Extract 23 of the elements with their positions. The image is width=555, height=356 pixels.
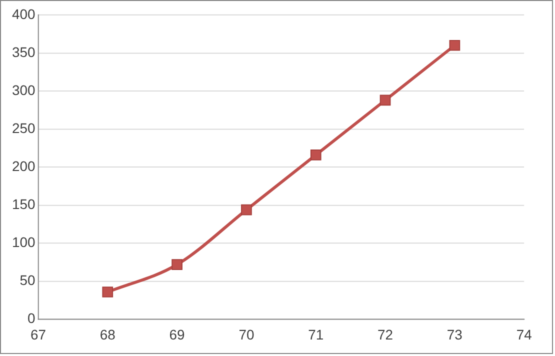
y-tick-label: 100 (12, 234, 36, 250)
x-tick-label: 73 (446, 326, 463, 343)
x-tick-label: 69 (169, 326, 186, 343)
point (172, 259, 182, 270)
point (102, 286, 114, 298)
y-tick-label: 400 (12, 6, 36, 22)
y-tick-label: 50 (20, 272, 36, 288)
x-tick-label: 71 (308, 326, 324, 343)
x-tick-label: 74 (516, 326, 532, 343)
x-tick-label: 68 (100, 326, 116, 343)
x-tick-label: 67 (30, 326, 46, 343)
point (449, 40, 460, 51)
point (380, 94, 391, 106)
y-tick-label: 300 (12, 82, 36, 98)
y-tick-label: 0 (27, 310, 36, 326)
y-tick-label: 350 (12, 44, 36, 60)
y-tick-label: 200 (12, 158, 36, 174)
y-tick-label: 250 (12, 120, 36, 136)
x-tick-label: 70 (238, 326, 254, 343)
point (241, 204, 252, 216)
y-tick-label: 150 (12, 196, 36, 212)
point (310, 150, 322, 160)
x-tick-label: 72 (378, 326, 394, 343)
